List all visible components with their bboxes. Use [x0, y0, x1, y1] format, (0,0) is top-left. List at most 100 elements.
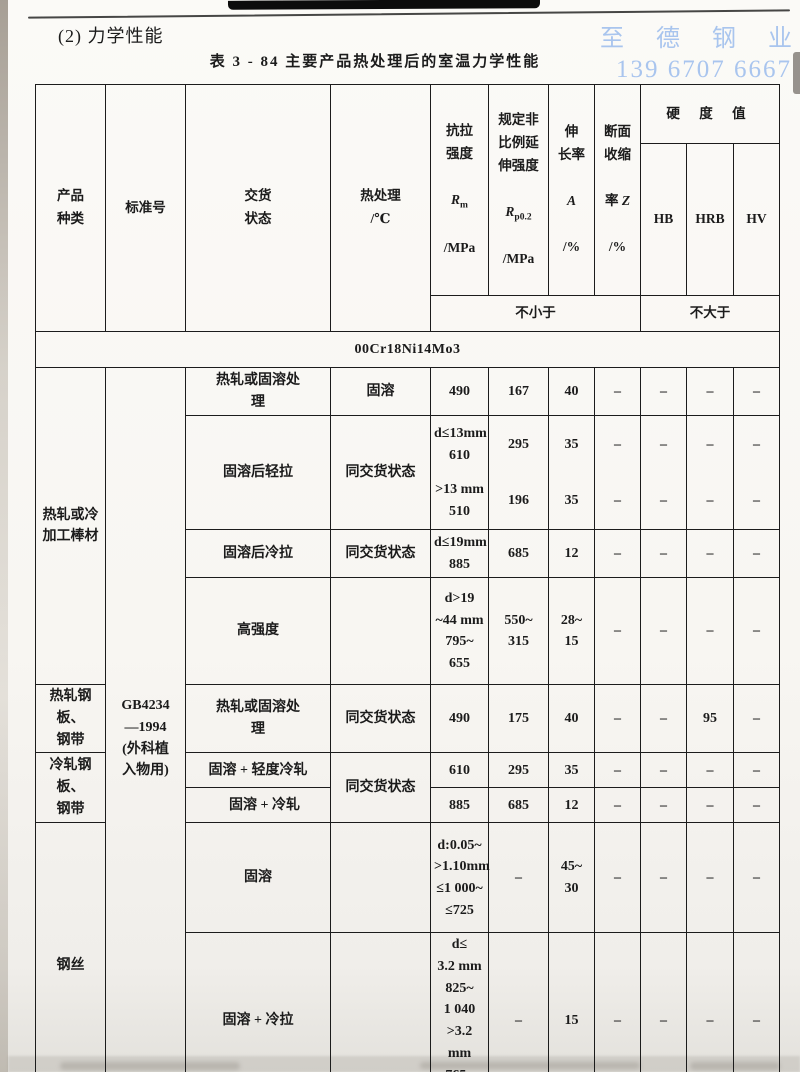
cell-delivery: 固溶后冷拉 — [185, 529, 331, 579]
table-header-row-3: 不小于 不大于 — [36, 295, 781, 333]
cell-hv: – — [732, 822, 781, 934]
cell-rm: d≤19mm 885 — [430, 529, 489, 579]
grade-name: 00Cr18Ni14Mo3 — [34, 331, 781, 369]
table-row: 固溶后轻拉 同交货状态 d≤13mm 610 295 35 – – – – — [36, 415, 781, 530]
header-hv: HV — [732, 143, 781, 297]
cell-rp02: 550~ 315 — [488, 577, 549, 686]
cell-hb: – — [640, 577, 687, 686]
cell-rp02: 295 — [488, 415, 549, 473]
cell-product-cold-rolled-plate: 冷轧钢板、 钢带 — [35, 752, 106, 824]
cell-hb: – — [640, 472, 687, 531]
cell-hv: – — [732, 577, 781, 686]
table-row: 固溶后冷拉 同交货状态 d≤19mm 885 685 12 – – – – — [36, 529, 781, 579]
cell-a: 40 — [548, 367, 595, 417]
cell-rm: d≤13mm 610 — [430, 415, 489, 473]
cell-z: – — [594, 367, 641, 417]
header-heat-treatment: 热处理 /℃ — [330, 83, 431, 333]
header-not-less-than: 不小于 — [430, 295, 641, 333]
cell-hv: – — [732, 415, 781, 473]
table-row: 热轧钢板、 钢带 热轧或固溶处 理 同交货状态 490 175 40 – – 9… — [35, 684, 781, 754]
cell-z: – — [594, 577, 641, 686]
cell-product-bars: 热轧或冷 加工棒材 — [35, 367, 106, 686]
cell-product-steel-wire: 钢丝 — [35, 822, 106, 1072]
cell-rp02: 685 — [488, 529, 549, 579]
cell-hv: – — [732, 529, 781, 579]
cell-hrb: – — [686, 932, 734, 1072]
mechanical-properties-table: 产品 种类 标准号 交货 状态 热处理 /℃ 抗拉 强度 Rm /MPa 规定非… — [34, 83, 781, 1072]
cell-a: 35 — [548, 415, 595, 473]
table-row: 钢丝 固溶 d:0.05~ >1.10mm ≤1 000~ ≤725 – 45~… — [35, 822, 781, 1072]
cell-rp02: 295 — [488, 752, 549, 789]
table-header-row-1: 产品 种类 标准号 交货 状态 热处理 /℃ 抗拉 强度 Rm /MPa 规定非… — [35, 83, 781, 333]
cell-hv: – — [732, 472, 781, 531]
cell-hv: – — [732, 787, 781, 824]
cell-z: – — [594, 822, 641, 934]
cell-hrb: – — [686, 415, 734, 473]
cell-rm: 885 — [430, 787, 489, 824]
cell-hb: – — [640, 787, 687, 824]
cell-heat: 同交货状态 — [330, 752, 431, 824]
cell-delivery: 热轧或固溶处 理 — [185, 684, 331, 754]
cell-delivery: 固溶后轻拉 — [185, 415, 331, 530]
header-hb: HB — [640, 143, 687, 297]
cell-rp02: – — [488, 822, 549, 934]
cell-hv: – — [732, 684, 781, 754]
cell-z: – — [594, 472, 641, 531]
header-elongation: 伸 长率 A /% — [548, 83, 595, 297]
cell-hv: – — [732, 752, 781, 789]
cell-a: 40 — [548, 684, 595, 754]
cell-heat — [330, 577, 431, 686]
cell-hrb: – — [686, 822, 734, 934]
scan-artifact-edge-mark — [793, 52, 800, 94]
cell-z: – — [594, 932, 641, 1072]
table-row: 热轧或冷 加工棒材 GB4234 —1994 (外科植 入物用) 热轧或固溶处 … — [35, 367, 781, 1072]
cell-a: 12 — [548, 529, 595, 579]
cell-a: 35 — [548, 752, 595, 789]
cell-delivery: 热轧或固溶处 理 — [185, 367, 331, 417]
cell-a: 35 — [548, 472, 595, 531]
table-row: 固溶 + 冷拉 d≤ 3.2 mm 825~ 1 040 >3.2 mm 765… — [36, 932, 781, 1072]
cell-z: – — [594, 529, 641, 579]
cell-rm: d≤ 3.2 mm 825~ 1 040 >3.2 mm 765~ 960 — [430, 932, 489, 1072]
cell-rp02: 167 — [488, 367, 549, 417]
header-tensile-strength: 抗拉 强度 Rm /MPa — [430, 83, 489, 297]
cell-heat: 固溶 — [330, 367, 431, 417]
cell-hrb: – — [686, 367, 734, 417]
section-title: (2) 力学性能 — [58, 26, 164, 46]
header-hardness-value: 硬 度 值 — [639, 83, 781, 145]
cell-hb: – — [640, 684, 687, 754]
scan-artifact-top-blob — [227, 0, 541, 10]
cell-hrb: – — [686, 577, 734, 686]
table-header-row-2: HB HRB HV — [36, 143, 781, 297]
table-caption: 表 3 - 84 主要产品热处理后的室温力学性能 — [209, 54, 541, 70]
cell-standard-number: GB4234 —1994 (外科植 入物用) — [105, 367, 186, 1072]
header-product-type: 产品 种类 — [35, 83, 106, 333]
cell-a: 45~ 30 — [548, 822, 595, 934]
header-proof-strength: 规定非 比例延 伸强度 Rp0.2 /MPa — [488, 83, 549, 297]
cell-hrb: – — [686, 529, 734, 579]
cell-hv: – — [732, 932, 781, 1072]
cell-rm: 610 — [430, 752, 489, 789]
cell-hb: – — [640, 529, 687, 579]
cell-rp02: 685 — [488, 787, 549, 824]
cell-hb: – — [640, 752, 687, 789]
header-not-greater-than: 不大于 — [639, 295, 781, 333]
table-row: 冷轧钢板、 钢带 固溶 + 轻度冷轧 同交货状态 610 295 35 – – … — [35, 752, 781, 824]
cell-heat — [330, 932, 431, 1072]
header-delivery-condition: 交货 状态 — [185, 83, 331, 333]
cell-hb: – — [640, 367, 687, 417]
cell-z: – — [594, 684, 641, 754]
cell-hrb: – — [686, 787, 734, 824]
cell-product-hot-rolled-plate: 热轧钢板、 钢带 — [35, 684, 106, 754]
cell-hrb: – — [686, 752, 734, 789]
cell-a: 15 — [548, 932, 595, 1072]
table-row: 高强度 d>19 ~44 mm 795~ 655 550~ 315 28~ 15… — [36, 577, 781, 686]
cell-hrb: – — [686, 472, 734, 531]
header-reduction-of-area: 断面 收缩 率 Z /% — [594, 83, 641, 297]
cell-z: – — [594, 787, 641, 824]
cell-z: – — [594, 415, 641, 473]
cell-hrb: 95 — [686, 684, 734, 754]
cell-heat: 同交货状态 — [330, 684, 431, 754]
cell-rm: d>19 ~44 mm 795~ 655 — [430, 577, 489, 686]
